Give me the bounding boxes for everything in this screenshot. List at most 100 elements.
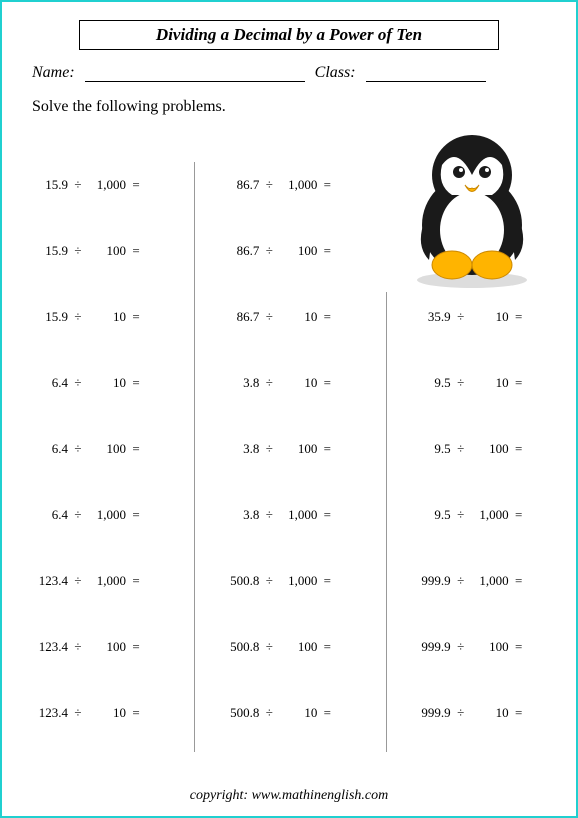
equals-sign: =	[509, 705, 529, 721]
divisor: 1,000	[88, 573, 126, 589]
dividend: 500.8	[223, 639, 259, 655]
divisor: 100	[279, 243, 317, 259]
equals-sign: =	[126, 375, 146, 391]
divisor: 100	[88, 243, 126, 259]
problem-cell: 3.8÷100=	[193, 416, 384, 482]
dividend: 500.8	[223, 705, 259, 721]
dividend: 86.7	[223, 309, 259, 325]
divisor: 1,000	[279, 507, 317, 523]
divisor: 100	[279, 639, 317, 655]
division-sign: ÷	[451, 507, 471, 523]
divisor: 10	[88, 375, 126, 391]
class-label: Class:	[315, 64, 356, 82]
dividend: 123.4	[32, 705, 68, 721]
problem-cell: 3.8÷1,000=	[193, 482, 384, 548]
problem-cell: 6.4÷10=	[2, 350, 193, 416]
divisor: 100	[471, 639, 509, 655]
equals-sign: =	[126, 177, 146, 193]
equals-sign: =	[317, 177, 337, 193]
problem-cell: 6.4÷1,000=	[2, 482, 193, 548]
worksheet-title: Dividing a Decimal by a Power of Ten	[79, 20, 499, 50]
equals-sign: =	[126, 309, 146, 325]
division-sign: ÷	[451, 639, 471, 655]
equals-sign: =	[317, 705, 337, 721]
problem-cell: 123.4÷100=	[2, 614, 193, 680]
dividend: 9.5	[415, 441, 451, 457]
problems-grid: 15.9÷1,000=86.7÷1,000=15.9÷100=86.7÷100=…	[2, 152, 576, 746]
problem-cell	[385, 152, 576, 218]
problem-cell: 86.7÷1,000=	[193, 152, 384, 218]
divisor: 10	[279, 705, 317, 721]
dividend: 86.7	[223, 243, 259, 259]
divisor: 10	[279, 309, 317, 325]
division-sign: ÷	[259, 375, 279, 391]
dividend: 3.8	[223, 375, 259, 391]
dividend: 999.9	[415, 639, 451, 655]
equals-sign: =	[509, 441, 529, 457]
equals-sign: =	[317, 243, 337, 259]
division-sign: ÷	[259, 243, 279, 259]
division-sign: ÷	[259, 177, 279, 193]
divisor: 10	[471, 705, 509, 721]
division-sign: ÷	[68, 309, 88, 325]
divisor: 100	[88, 639, 126, 655]
divisor: 100	[279, 441, 317, 457]
dividend: 35.9	[415, 309, 451, 325]
name-input-line[interactable]	[85, 64, 305, 82]
dividend: 15.9	[32, 243, 68, 259]
division-sign: ÷	[451, 441, 471, 457]
problem-cell	[385, 218, 576, 284]
division-sign: ÷	[68, 177, 88, 193]
problem-cell: 500.8÷1,000=	[193, 548, 384, 614]
dividend: 500.8	[223, 573, 259, 589]
problem-cell: 9.5÷1,000=	[385, 482, 576, 548]
dividend: 123.4	[32, 573, 68, 589]
problem-cell: 999.9÷100=	[385, 614, 576, 680]
division-sign: ÷	[451, 705, 471, 721]
problem-cell: 999.9÷10=	[385, 680, 576, 746]
division-sign: ÷	[259, 507, 279, 523]
problem-cell: 500.8÷10=	[193, 680, 384, 746]
dividend: 3.8	[223, 441, 259, 457]
problem-cell: 15.9÷100=	[2, 218, 193, 284]
divisor: 10	[471, 375, 509, 391]
equals-sign: =	[509, 573, 529, 589]
equals-sign: =	[126, 441, 146, 457]
problem-cell: 3.8÷10=	[193, 350, 384, 416]
problem-cell: 15.9÷1,000=	[2, 152, 193, 218]
problem-cell: 86.7÷100=	[193, 218, 384, 284]
division-sign: ÷	[451, 309, 471, 325]
divisor: 100	[471, 441, 509, 457]
equals-sign: =	[126, 573, 146, 589]
problem-cell: 999.9÷1,000=	[385, 548, 576, 614]
instruction-text: Solve the following problems.	[32, 98, 546, 116]
divisor: 1,000	[279, 573, 317, 589]
equals-sign: =	[509, 507, 529, 523]
division-sign: ÷	[68, 441, 88, 457]
copyright-text: copyright: www.mathinenglish.com	[2, 788, 576, 804]
divisor: 10	[88, 309, 126, 325]
problem-cell: 123.4÷1,000=	[2, 548, 193, 614]
division-sign: ÷	[68, 243, 88, 259]
student-info-row: Name: Class:	[32, 64, 546, 82]
division-sign: ÷	[68, 507, 88, 523]
divisor: 1,000	[471, 507, 509, 523]
dividend: 6.4	[32, 441, 68, 457]
equals-sign: =	[126, 639, 146, 655]
dividend: 6.4	[32, 507, 68, 523]
problem-cell: 9.5÷10=	[385, 350, 576, 416]
division-sign: ÷	[259, 573, 279, 589]
division-sign: ÷	[259, 639, 279, 655]
problem-cell: 35.9÷10=	[385, 284, 576, 350]
equals-sign: =	[126, 243, 146, 259]
division-sign: ÷	[259, 441, 279, 457]
dividend: 9.5	[415, 507, 451, 523]
division-sign: ÷	[451, 375, 471, 391]
problem-cell: 15.9÷10=	[2, 284, 193, 350]
division-sign: ÷	[259, 309, 279, 325]
equals-sign: =	[317, 639, 337, 655]
equals-sign: =	[126, 705, 146, 721]
equals-sign: =	[317, 309, 337, 325]
equals-sign: =	[126, 507, 146, 523]
class-input-line[interactable]	[366, 64, 486, 82]
